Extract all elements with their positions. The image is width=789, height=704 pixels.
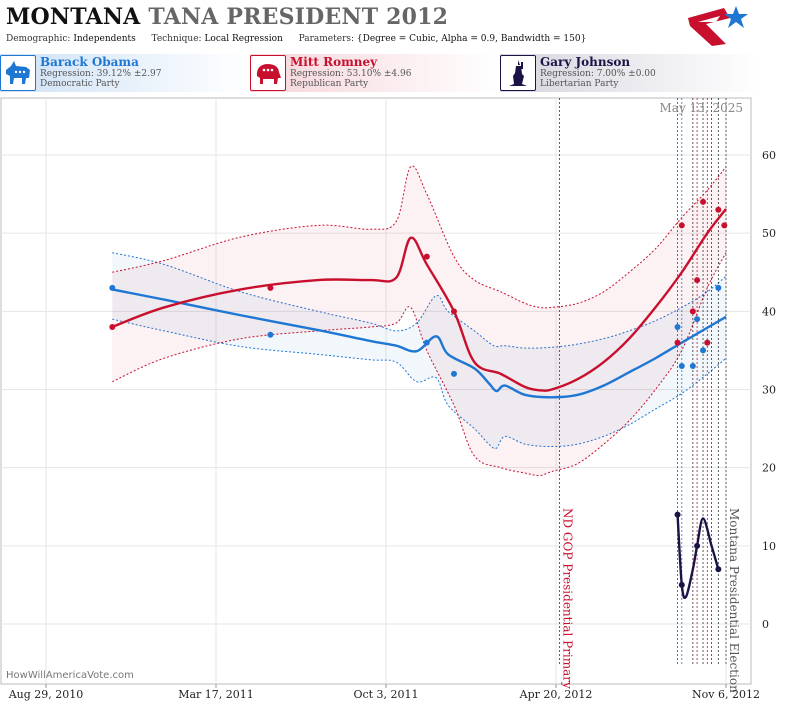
upper-bound-line <box>112 165 727 309</box>
site-logo-icon[interactable] <box>686 4 752 48</box>
poll-point <box>423 339 430 346</box>
poll-point <box>689 363 696 370</box>
x-axis: Aug 29, 2010 Mar 17, 2011 Oct 3, 2011 Apr 2… <box>8 684 760 701</box>
poll-point <box>694 277 701 284</box>
watermark: HowWillAmericaVote.com <box>6 670 134 681</box>
poll-point <box>674 323 681 330</box>
title-bar: MONTANA TANA PRESIDENT 2012 <box>6 4 448 30</box>
confidence-band <box>112 165 727 476</box>
page-title: MONTANA TANA PRESIDENT 2012 <box>6 4 448 30</box>
technique-label: Technique: <box>151 34 202 44</box>
poll-point <box>423 253 430 260</box>
poll-point <box>678 222 685 229</box>
title-state: MONTANA <box>6 4 141 30</box>
donkey-icon <box>0 55 36 91</box>
title-race: TANA PRESIDENT 2012 <box>148 4 449 30</box>
candidate-regression: Regression: 7.00% ±0.00 <box>540 69 656 79</box>
demographic-label: Demographic: <box>6 34 71 44</box>
poll-point <box>700 198 707 205</box>
poll-point <box>715 206 722 213</box>
plot-frame <box>0 97 752 685</box>
confidence-bands <box>112 165 727 477</box>
poll-point <box>715 284 722 291</box>
y-tick-label: 60 <box>762 149 776 162</box>
trend-line <box>111 208 727 392</box>
y-tick-label: 20 <box>762 462 776 475</box>
candidate-regression: Regression: 39.12% ±2.97 <box>40 69 162 79</box>
demographic-value: Independents <box>73 34 136 44</box>
parameters-value: {Degree = Cubic, Alpha = 0.9, Bandwidth … <box>356 34 587 44</box>
y-tick-label: 10 <box>762 540 776 553</box>
poll-point <box>451 308 457 315</box>
candidate-party: Libertarian Party <box>540 79 619 89</box>
liberty-icon <box>500 55 536 91</box>
candidate-name: Mitt Romney <box>290 55 378 69</box>
poll-point <box>694 316 701 323</box>
y-tick-label: 50 <box>762 227 776 240</box>
poll-point <box>700 347 707 354</box>
candidate-name: Gary Johnson <box>540 55 631 69</box>
poll-point <box>267 331 274 338</box>
poll-point <box>704 339 711 346</box>
x-tick-label: Oct 3, 2011 <box>353 688 418 701</box>
parameters-line: Demographic: Independents Technique: Loc… <box>6 34 586 44</box>
poll-point <box>109 323 116 330</box>
poll-point <box>678 581 685 588</box>
poll-point <box>109 284 116 291</box>
y-tick-label: 30 <box>762 384 776 397</box>
poll-point <box>451 370 457 377</box>
chart: ND GOP Presidential Primary Montana Presi… <box>0 97 776 701</box>
poll-points <box>109 198 728 588</box>
parameters-label: Parameters: <box>298 34 355 44</box>
poll-point <box>689 308 696 315</box>
poll-point <box>267 284 274 291</box>
poll-point <box>678 363 685 370</box>
event-lines: ND GOP Presidential Primary Montana Presi… <box>558 98 741 693</box>
poll-point <box>715 566 722 573</box>
trend-line <box>112 288 727 399</box>
poll-point <box>674 339 681 346</box>
y-tick-label: 40 <box>762 305 776 318</box>
candidate-party: Democratic Party <box>40 79 120 89</box>
legend-background <box>0 54 760 92</box>
y-axis: 0 10 20 30 40 50 60 <box>762 149 776 631</box>
poll-point <box>721 222 728 229</box>
x-tick-label: Apr 20, 2012 <box>519 688 593 701</box>
x-tick-label: Mar 17, 2011 <box>178 688 254 701</box>
candidate-party: Republican Party <box>290 79 369 89</box>
event-label: Montana Presidential Election <box>727 508 741 693</box>
technique-value: Local Regression <box>204 34 283 44</box>
elephant-icon <box>250 55 286 91</box>
x-tick-label: Aug 29, 2010 <box>8 688 84 701</box>
poll-point <box>674 511 681 518</box>
candidate-name: Barack Obama <box>40 55 139 69</box>
x-tick-label: Nov 6, 2012 <box>692 688 760 701</box>
date-stamp: May 13, 2025 <box>660 101 743 115</box>
poll-point <box>694 542 701 549</box>
candidate-regression: Regression: 53.10% ±4.96 <box>290 69 412 79</box>
event-label: ND GOP Presidential Primary <box>560 508 574 689</box>
candidate-legend: Barack Obama Regression: 39.12% ±2.97 De… <box>0 54 789 94</box>
y-tick-label: 0 <box>762 618 769 631</box>
